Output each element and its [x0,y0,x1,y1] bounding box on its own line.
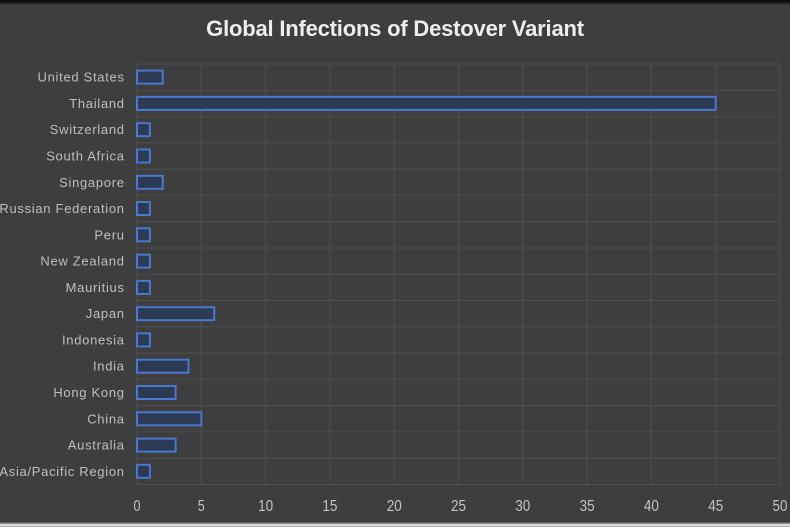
svg-text:Thailand: Thailand [69,96,124,111]
svg-text:Russian Federation: Russian Federation [0,201,125,216]
svg-text:45: 45 [708,498,723,515]
svg-text:Australia: Australia [68,438,125,453]
svg-text:25: 25 [451,498,466,515]
svg-text:10: 10 [258,498,273,515]
svg-text:Switzerland: Switzerland [50,122,125,137]
svg-text:15: 15 [322,498,337,515]
svg-text:Asia/Pacific Region: Asia/Pacific Region [0,464,125,479]
svg-text:30: 30 [515,498,530,515]
svg-text:New Zealand: New Zealand [40,254,124,269]
svg-text:35: 35 [580,498,595,515]
svg-text:20: 20 [387,498,402,515]
svg-text:South Africa: South Africa [46,149,125,164]
svg-text:Hong Kong: Hong Kong [53,385,124,400]
svg-text:5: 5 [198,498,205,515]
svg-text:Japan: Japan [86,306,125,321]
svg-text:0: 0 [134,498,141,515]
svg-text:Indonesia: Indonesia [62,332,125,347]
svg-text:Singapore: Singapore [59,175,125,190]
svg-text:India: India [93,359,125,374]
svg-text:Peru: Peru [94,227,124,242]
svg-text:50: 50 [773,498,788,515]
svg-text:China: China [87,411,125,426]
svg-text:40: 40 [644,498,659,515]
svg-text:Mauritius: Mauritius [66,280,125,295]
svg-text:United States: United States [38,70,125,85]
svg-text:Global Infections of Destover: Global Infections of Destover Variant [206,16,585,41]
